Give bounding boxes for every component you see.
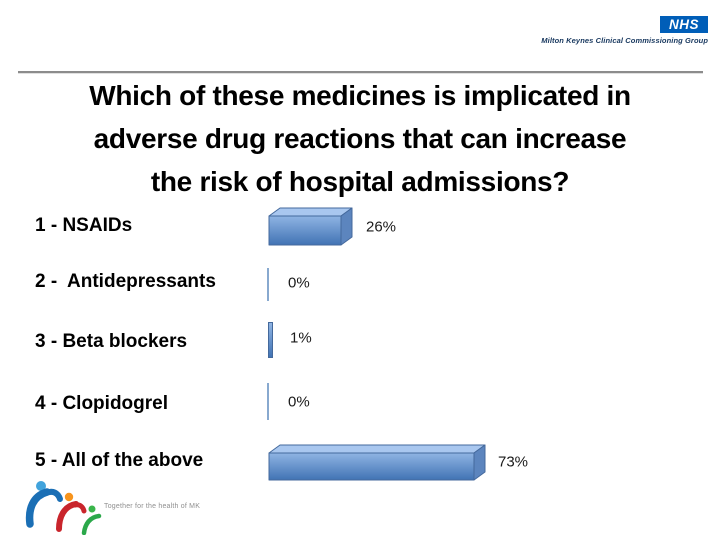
result-bar-3d xyxy=(268,207,353,246)
question-title-line1: Which of these medicines is implicated i… xyxy=(89,80,631,111)
option-label: 4 - Clopidogrel xyxy=(35,393,168,414)
question-title-line2: adverse drug reactions that can increase xyxy=(93,123,627,154)
percent-label: 0% xyxy=(288,274,310,292)
option-label: 5 - All of the above xyxy=(35,450,204,471)
title-divider-line xyxy=(18,71,703,73)
option-label: 1 - NSAIDs xyxy=(35,215,133,236)
percent-label: 0% xyxy=(288,393,310,411)
question-title: Which of these medicines is implicated i… xyxy=(30,74,690,203)
mk-people-logo-icon xyxy=(25,481,102,535)
percent-label: 73% xyxy=(498,453,529,471)
nhs-logo: NHS xyxy=(660,16,708,33)
option-label: 2 - Antidepressants xyxy=(35,271,216,292)
nhs-header: NHS Milton Keynes Clinical Commissioning… xyxy=(541,16,708,45)
result-bar-small xyxy=(268,322,273,358)
nhs-organisation-name: Milton Keynes Clinical Commissioning Gro… xyxy=(541,36,708,45)
question-title-line3: the risk of hospital admissions? xyxy=(150,166,570,197)
mk-tagline: Together for the health of MK xyxy=(104,503,201,510)
percent-label: 1% xyxy=(290,329,312,347)
result-bar-zero-tick xyxy=(267,268,269,301)
percent-label: 26% xyxy=(366,218,397,236)
result-bar-3d xyxy=(268,444,486,481)
result-bar-zero-tick xyxy=(267,383,269,420)
option-label: 3 - Beta blockers xyxy=(35,331,188,352)
title-divider-shadow xyxy=(18,73,703,74)
